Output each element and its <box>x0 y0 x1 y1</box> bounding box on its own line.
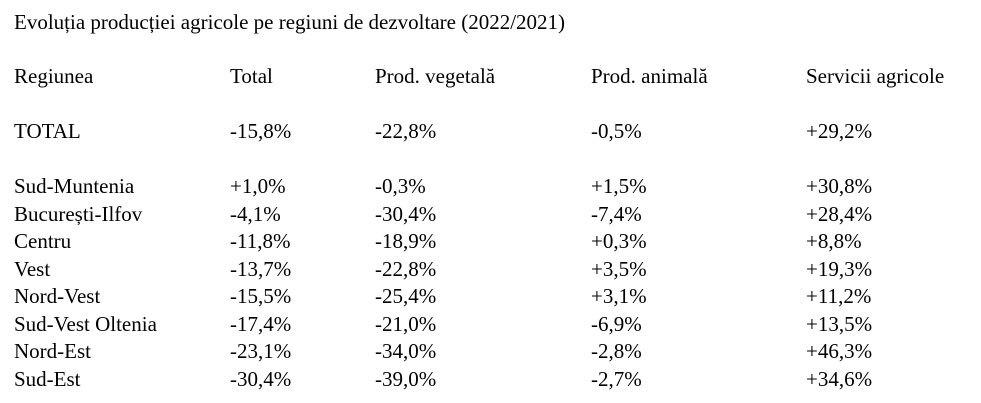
animal-cell: -2,8% <box>591 339 642 363</box>
page-title: Evoluția producției agricole pe regiuni … <box>14 10 566 34</box>
animal-cell: -2,7% <box>591 367 642 391</box>
services-cell: +11,2% <box>806 284 872 308</box>
total-animal-value: -0,5% <box>591 119 642 143</box>
crop-cell: -21,0% <box>375 312 437 336</box>
total-cell: -15,5% <box>230 284 292 308</box>
crop-cell: -0,3% <box>375 174 426 198</box>
table-total-row: TOTAL -15,8% -22,8% -0,5% +29,2% <box>0 117 981 145</box>
region-cell: Nord-Vest <box>14 284 101 308</box>
crop-cell: -34,0% <box>375 339 437 363</box>
animal-cell: +3,5% <box>591 257 647 281</box>
header-total: Total <box>230 64 273 88</box>
services-cell: +30,8% <box>806 174 873 198</box>
region-cell: Centru <box>14 229 72 253</box>
table-row: Sud-Est -30,4% -39,0% -2,7% +34,6% <box>0 365 981 393</box>
total-value: -15,8% <box>230 119 292 143</box>
total-cell: -17,4% <box>230 312 292 336</box>
services-cell: +8,8% <box>806 229 862 253</box>
total-cell: -30,4% <box>230 367 292 391</box>
total-cell: -23,1% <box>230 339 292 363</box>
region-cell: Vest <box>14 257 51 281</box>
table-row: Vest -13,7% -22,8% +3,5% +19,3% <box>0 255 981 283</box>
region-cell: Sud-Vest Oltenia <box>14 312 157 336</box>
crop-cell: -18,9% <box>375 229 437 253</box>
table-row: Centru -11,8% -18,9% +0,3% +8,8% <box>0 227 981 255</box>
services-cell: +13,5% <box>806 312 873 336</box>
header-agricultural-services: Servicii agricole <box>806 64 945 88</box>
header-animal-production: Prod. animală <box>591 64 708 88</box>
crop-cell: -25,4% <box>375 284 437 308</box>
header-region: Regiunea <box>14 64 94 88</box>
table-row: Sud-Vest Oltenia -17,4% -21,0% -6,9% +13… <box>0 310 981 338</box>
total-cell: -11,8% <box>230 229 291 253</box>
region-cell: Sud-Est <box>14 367 81 391</box>
region-cell: Nord-Est <box>14 339 91 363</box>
table-row: București-Ilfov -4,1% -30,4% -7,4% +28,4… <box>0 200 981 228</box>
header-crop-production: Prod. vegetală <box>375 64 496 88</box>
total-cell: -4,1% <box>230 202 281 226</box>
region-cell: București-Ilfov <box>14 202 143 226</box>
crop-cell: -22,8% <box>375 257 437 281</box>
animal-cell: +1,5% <box>591 174 647 198</box>
table-header-row: Regiunea Total Prod. vegetală Prod. anim… <box>0 62 981 90</box>
crop-cell: -39,0% <box>375 367 437 391</box>
total-services-value: +29,2% <box>806 119 873 143</box>
total-cell: -13,7% <box>230 257 292 281</box>
animal-cell: -6,9% <box>591 312 642 336</box>
services-cell: +34,6% <box>806 367 873 391</box>
region-cell: Sud-Muntenia <box>14 174 135 198</box>
animal-cell: +3,1% <box>591 284 647 308</box>
animal-cell: -7,4% <box>591 202 642 226</box>
services-cell: +46,3% <box>806 339 873 363</box>
total-cell: +1,0% <box>230 174 286 198</box>
services-cell: +28,4% <box>806 202 873 226</box>
table-row: Nord-Est -23,1% -34,0% -2,8% +46,3% <box>0 337 981 365</box>
table-row: Sud-Muntenia +1,0% -0,3% +1,5% +30,8% <box>0 172 981 200</box>
services-cell: +19,3% <box>806 257 873 281</box>
total-crop-value: -22,8% <box>375 119 437 143</box>
total-label: TOTAL <box>14 119 81 143</box>
animal-cell: +0,3% <box>591 229 647 253</box>
table-row: Nord-Vest -15,5% -25,4% +3,1% +11,2% <box>0 282 981 310</box>
crop-cell: -30,4% <box>375 202 437 226</box>
